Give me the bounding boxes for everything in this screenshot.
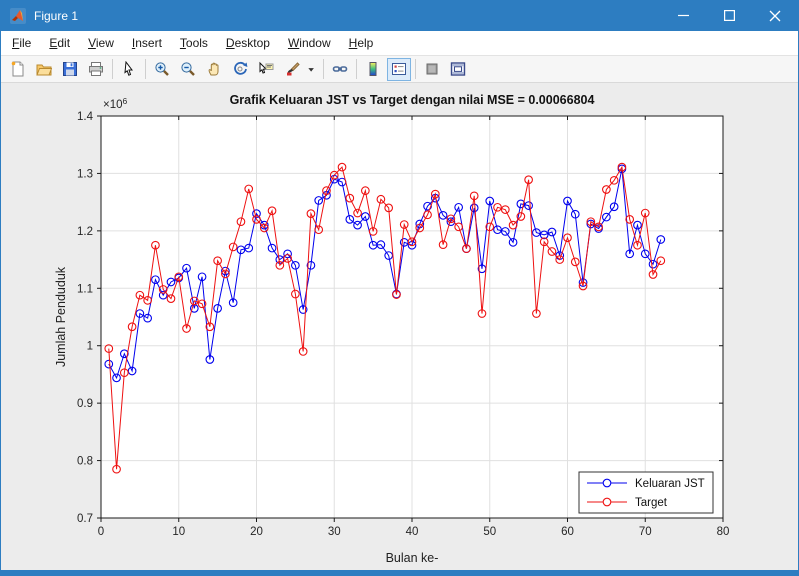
open-file-icon[interactable]	[32, 58, 56, 81]
y-tick-label: 1.1	[77, 283, 93, 295]
legend-marker-swatch	[603, 479, 611, 487]
matlab-logo-icon	[10, 8, 26, 24]
x-tick-label: 10	[172, 526, 185, 538]
minimize-button[interactable]	[660, 0, 706, 31]
window-controls	[660, 0, 798, 31]
zoom-out-icon[interactable]	[176, 58, 200, 81]
x-tick-label: 30	[328, 526, 341, 538]
toolbar	[1, 56, 798, 83]
show-plot-tools-icon[interactable]	[446, 58, 470, 81]
y-tick-label: 0.7	[77, 513, 93, 525]
menu-item-desktop[interactable]: Desktop	[217, 32, 279, 54]
toolbar-group	[419, 58, 471, 81]
menu-item-tools[interactable]: Tools	[171, 32, 217, 54]
maximize-button[interactable]	[706, 0, 752, 31]
toolbar-group	[327, 58, 353, 81]
legend-marker-swatch	[603, 498, 611, 506]
x-tick-label: 40	[406, 526, 419, 538]
x-tick-label: 80	[717, 526, 730, 538]
chart-title: Grafik Keluaran JST vs Target dengan nil…	[230, 93, 595, 107]
save-figure-icon[interactable]	[58, 58, 82, 81]
brush-icon[interactable]	[280, 58, 304, 81]
legend-entry-label: Target	[635, 497, 668, 509]
menu-item-help[interactable]: Help	[340, 32, 383, 54]
hide-plot-tools-icon[interactable]	[420, 58, 444, 81]
rotate-3d-icon[interactable]	[228, 58, 252, 81]
toolbar-group	[149, 58, 320, 81]
y-tick-label: 0.8	[77, 456, 93, 468]
toolbar-group	[360, 58, 412, 81]
data-cursor-icon[interactable]	[254, 58, 278, 81]
insert-colorbar-icon[interactable]	[361, 58, 385, 81]
window-title: Figure 1	[34, 9, 660, 23]
legend[interactable]: Keluaran JST Target	[579, 472, 713, 513]
y-tick-label: 1	[87, 341, 93, 353]
toolbar-separator	[323, 59, 324, 79]
chart-svg: 0 10 20 30 40 50 60 70 80 0.7 0.8 0.9 1 1.1 1.2 1.3 1.4 ×…	[1, 83, 799, 569]
menu-item-edit[interactable]: Edit	[40, 32, 79, 54]
new-figure-icon[interactable]	[6, 58, 30, 81]
y-axis-exponent: ×106	[103, 96, 128, 111]
y-axis-label: Jumlah Penduduk	[54, 266, 68, 367]
toolbar-group	[116, 58, 142, 81]
print-figure-icon[interactable]	[84, 58, 108, 81]
toolbar-separator	[356, 59, 357, 79]
x-tick-label: 0	[98, 526, 104, 538]
x-tick-label: 60	[561, 526, 574, 538]
menu-item-insert[interactable]: Insert	[123, 32, 171, 54]
y-tick-label: 0.9	[77, 398, 93, 410]
toolbar-group	[5, 58, 109, 81]
x-tick-label: 50	[483, 526, 496, 538]
menu-item-window[interactable]: Window	[279, 32, 340, 54]
figure-window: Figure 1 FileEditViewInsertToolsDesktopW…	[0, 0, 799, 576]
toolbar-separator	[112, 59, 113, 79]
titlebar: Figure 1	[1, 0, 798, 31]
figure-canvas: 0 10 20 30 40 50 60 70 80 0.7 0.8 0.9 1 1.1 1.2 1.3 1.4 ×…	[1, 83, 798, 569]
x-tick-label: 20	[250, 526, 263, 538]
toolbar-separator	[415, 59, 416, 79]
y-tick-label: 1.2	[77, 226, 93, 238]
x-tick-label: 70	[639, 526, 652, 538]
y-tick-label: 1.3	[77, 168, 93, 180]
y-tick-label: 1.4	[77, 111, 94, 123]
menu-item-view[interactable]: View	[79, 32, 123, 54]
zoom-in-icon[interactable]	[150, 58, 174, 81]
menu-item-file[interactable]: File	[3, 32, 40, 54]
edit-plot-icon[interactable]	[117, 58, 141, 81]
toolbar-separator	[145, 59, 146, 79]
pan-icon[interactable]	[202, 58, 226, 81]
menubar: FileEditViewInsertToolsDesktopWindowHelp	[1, 31, 798, 56]
link-plots-icon[interactable]	[328, 58, 352, 81]
close-button[interactable]	[752, 0, 798, 31]
legend-entry-label: Keluaran JST	[635, 478, 705, 490]
x-axis-label: Bulan ke-	[386, 551, 439, 565]
brush-dropdown-icon[interactable]	[306, 58, 319, 81]
insert-legend-icon[interactable]	[387, 58, 411, 81]
